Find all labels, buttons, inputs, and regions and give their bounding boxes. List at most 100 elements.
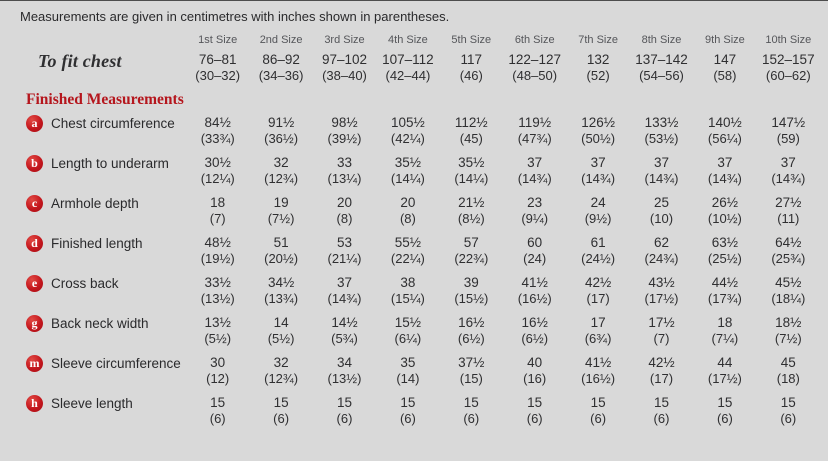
size-header-row: 1st Size 2nd Size 3rd Size 4th Size 5th Size… [0,34,828,47]
inch-value: (7) [653,331,670,346]
measurement-name: Finished length [51,235,143,251]
inch-value: (22¾) [454,251,489,266]
measurement-label-cell: d Finished length [0,234,186,252]
cm-value: 91½ [267,115,295,130]
cm-value: 140½ [707,115,742,130]
value-cell: 39 (15½) [440,274,503,307]
value-cell: 20 (8) [313,194,376,227]
cm-value: 15 [590,395,606,410]
value-cell: 35½ (14¼) [376,154,439,187]
value-cell: 126½ (50½) [566,114,629,147]
value-cell: 38 (15¼) [376,274,439,307]
inch-value: (6) [336,411,353,426]
inch-value: (14¾) [707,171,742,186]
value-cell: 147 (58) [693,51,756,84]
finished-measurements-heading: Finished Measurements [26,91,184,108]
size-header: 3rd Size [324,34,365,46]
value-cell: 137–142 (54–56) [630,51,693,84]
cm-value: 15 [463,395,479,410]
inch-value: (16) [523,371,547,386]
measurement-name: Back neck width [51,315,149,331]
inch-value: (59) [776,131,800,146]
value-cell: 15 (6) [566,394,629,427]
inch-value: (15¼) [390,291,425,306]
cm-value: 137–142 [635,52,688,67]
cm-value: 15 [780,395,796,410]
value-cell: 24 (9½) [566,194,629,227]
measurement-row: a Chest circumference 84½ (33¾) 91½ (36½) 98½(… [0,114,828,147]
measurement-row: g Back neck width 13½ (5½) 14 (5½) 14½ (5¾) 15½(… [0,314,828,347]
inch-value: (7) [209,211,226,226]
cm-value: 37 [717,155,733,170]
inch-value: (20½) [264,251,299,266]
inch-value: (5¾) [331,331,358,346]
measurement-row: d Finished length 48½ (19½) 51 (20½) 53 (21¼) 55… [0,234,828,267]
inch-value: (16½) [517,291,552,306]
value-cell: 15 (6) [757,394,820,427]
inch-value: (17¾) [707,291,742,306]
value-cell: 16½ (6½) [440,314,503,347]
value-cell: 25 (10) [630,194,693,227]
value-cell: 133½ (53½) [630,114,693,147]
inch-value: (25¾) [771,251,806,266]
value-cell: 48½ (19½) [186,234,249,267]
inch-value: (8½) [457,211,485,226]
inch-value: (13¾) [264,291,299,306]
value-cell: 43½ (17½) [630,274,693,307]
cm-value: 15½ [394,315,422,330]
value-cell: 14½ (5¾) [313,314,376,347]
cm-value: 41½ [521,275,548,290]
inch-value: (17) [586,291,610,306]
cm-value: 27½ [775,195,802,210]
value-cell: 140½ (56¼) [693,114,756,147]
measurement-label-cell: a Chest circumference [0,114,186,132]
cm-value: 37 [780,155,796,170]
row-letter-badge: h [26,394,43,412]
cm-value: 35 [400,355,416,370]
inch-value: (7¼) [711,331,739,346]
measurement-note: Measurements are given in centimetres wi… [20,9,450,24]
to-fit-chest-label: To fit chest [38,51,122,71]
measurement-name: Armhole depth [51,195,139,211]
size-header: 10th Size [765,34,812,46]
measurement-name: Chest circumference [51,115,175,131]
cm-value: 13½ [204,315,231,330]
inch-value: (18¼) [771,291,806,306]
cm-value: 14½ [331,315,358,330]
inch-value: (14¾) [327,291,362,306]
cm-value: 133½ [644,115,679,130]
measurement-row: c Armhole depth 18 (7) 19 (7½) 20 (8) 20 (8) 21½ (8… [0,194,828,227]
size-header: 6th Size [514,34,555,46]
cm-value: 16½ [521,315,548,330]
measurement-row: h Sleeve length 15 (6) 15 (6) 15 (6) 15 (6) 15 (6) 1… [0,394,828,427]
inch-value: (8) [399,211,416,226]
inch-value: (24½) [581,251,616,266]
cm-value: 17½ [648,315,675,330]
inch-value: (36½) [264,131,299,146]
inch-value: (12¼) [200,171,235,186]
inch-value: (6) [653,411,670,426]
inch-value: (14) [396,371,420,386]
value-cell: 51 (20½) [249,234,312,267]
inch-value: (13½) [327,371,362,386]
cm-value: 15 [400,395,416,410]
inch-value: (6) [526,411,543,426]
cm-value: 18 [717,315,733,330]
value-cell: 34 (13½) [313,354,376,387]
value-cell: 63½ (25½) [693,234,756,267]
inch-value: (25½) [707,251,742,266]
cm-value: 61 [590,235,606,250]
size-header: 9th Size [705,34,745,46]
measurement-name: Cross back [51,275,119,291]
measurement-label-cell: b Length to underarm [0,154,186,172]
value-cell: 84½ (33¾) [186,114,249,147]
value-cell: 41½ (16½) [503,274,566,307]
value-cell: 62 (24¾) [630,234,693,267]
value-cell: 15 (6) [440,394,503,427]
cm-value: 15 [653,395,669,410]
value-cell: 60 (24) [503,234,566,267]
row-letter-badge: d [26,234,43,252]
inch-value: (6) [780,411,797,426]
cm-value: 16½ [458,315,485,330]
value-cell: 42½ (17) [630,354,693,387]
